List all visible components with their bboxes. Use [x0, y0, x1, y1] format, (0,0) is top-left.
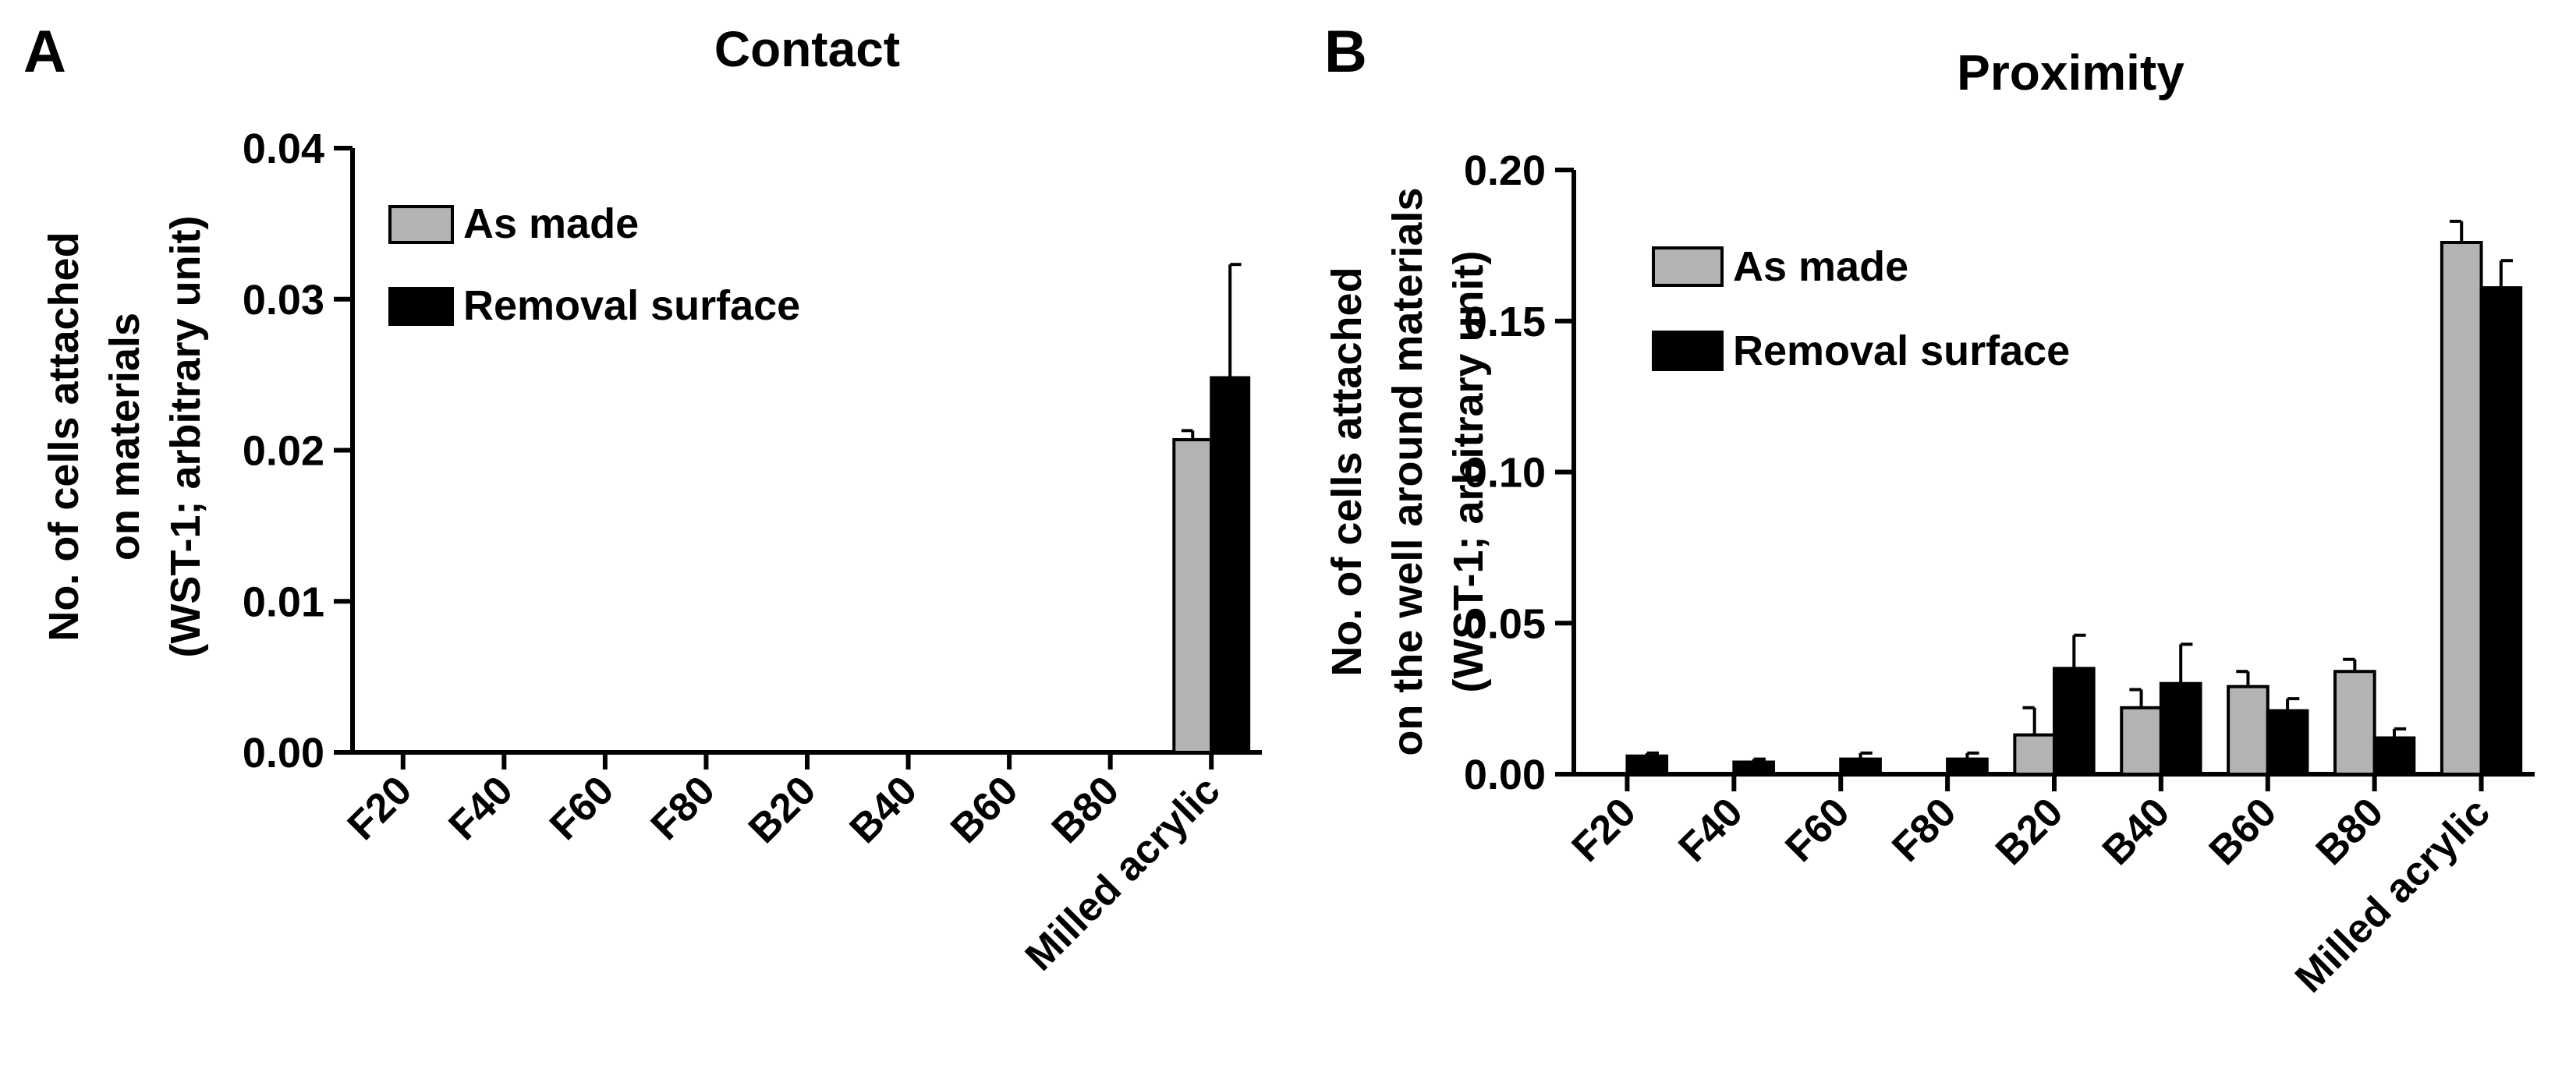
y-axis-label-line: No. of cells attached	[41, 232, 87, 641]
bar-removal-surface	[2266, 709, 2309, 776]
bar-removal-surface	[1839, 757, 1882, 776]
y-tick-label: 0.20	[1464, 147, 1546, 194]
y-axis-label-line: on materials	[101, 313, 148, 561]
x-category-label: F60	[541, 767, 622, 848]
legend-label: Removal surface	[1733, 327, 2070, 374]
x-category-label: B60	[2201, 789, 2285, 873]
x-category-label: F80	[643, 767, 724, 848]
y-tick-label: 0.02	[243, 428, 324, 475]
x-category-label: F60	[1777, 789, 1858, 870]
chart-title: Contact	[714, 21, 900, 77]
panel-b: B Proximity No. of cells attached on the we…	[1323, 19, 2535, 1001]
legend-label: As made	[1733, 243, 1908, 290]
bar-removal-surface	[1625, 754, 1669, 776]
panel-letter: B	[1324, 19, 1367, 85]
legend-label: As made	[463, 200, 639, 247]
y-axis-label-line: No. of cells attached	[1323, 267, 1370, 676]
legend-swatch-as-made	[388, 205, 454, 244]
x-category-label: F80	[1883, 789, 1965, 870]
y-tick-label: 0.10	[1464, 450, 1546, 497]
y-axis-label-line: (WST-1; arbitrary unit)	[1445, 250, 1492, 692]
y-tick-label: 0.00	[1464, 752, 1546, 798]
bar-removal-surface	[2053, 667, 2096, 776]
y-tick-label: 0.01	[243, 578, 324, 625]
x-category-label: B20	[740, 767, 824, 851]
y-tick-label: 0.15	[1464, 299, 1546, 345]
x-category-label: B60	[942, 767, 1026, 851]
x-category-label: F40	[440, 767, 521, 848]
y-axis-label-line: (WST-1; arbitrary unit)	[162, 215, 209, 657]
bar-removal-surface	[2159, 681, 2202, 776]
bar-removal-surface	[1946, 757, 1989, 776]
x-category-label: F20	[339, 767, 420, 848]
x-category-label: B80	[2308, 789, 2392, 873]
legend: As made Removal surface	[1652, 243, 2070, 374]
bar-removal-surface	[1210, 376, 1251, 754]
y-axis-label-line: on the well around materials	[1384, 187, 1431, 755]
x-category-label: B20	[1987, 789, 2071, 873]
x-category-label: B40	[2094, 789, 2178, 873]
bar-as-made	[2440, 241, 2483, 776]
legend-swatch-as-made	[1652, 246, 1724, 287]
y-tick-label: 0.05	[1464, 600, 1546, 647]
panel-a: A Contact No. of cells attached on material…	[23, 19, 1262, 979]
x-category-label: F20	[1564, 789, 1645, 870]
y-tick-label: 0.00	[243, 730, 324, 777]
x-category-label: B80	[1044, 767, 1128, 851]
y-tick-label: 0.04	[243, 126, 324, 172]
bar-as-made	[2333, 670, 2376, 776]
legend-label: Removal surface	[463, 282, 800, 329]
bar-removal-surface	[1732, 760, 1775, 776]
bar-as-made	[2120, 706, 2163, 776]
panel-letter: A	[23, 19, 66, 85]
x-category-label: B40	[842, 767, 926, 851]
x-category-label: Milled acrylic	[2287, 789, 2499, 1001]
chart-title: Proximity	[1957, 44, 2184, 101]
legend-swatch-removal-surface	[1652, 331, 1724, 371]
bar-removal-surface	[2372, 736, 2416, 776]
legend-swatch-removal-surface	[388, 287, 454, 326]
y-tick-label: 0.03	[243, 277, 324, 324]
legend: As made Removal surface	[388, 200, 800, 329]
bar-as-made	[2013, 733, 2056, 776]
x-category-label: F40	[1670, 789, 1751, 870]
bar-removal-surface	[2479, 286, 2523, 776]
bar-as-made	[1172, 437, 1214, 754]
bar-as-made	[2227, 685, 2270, 776]
